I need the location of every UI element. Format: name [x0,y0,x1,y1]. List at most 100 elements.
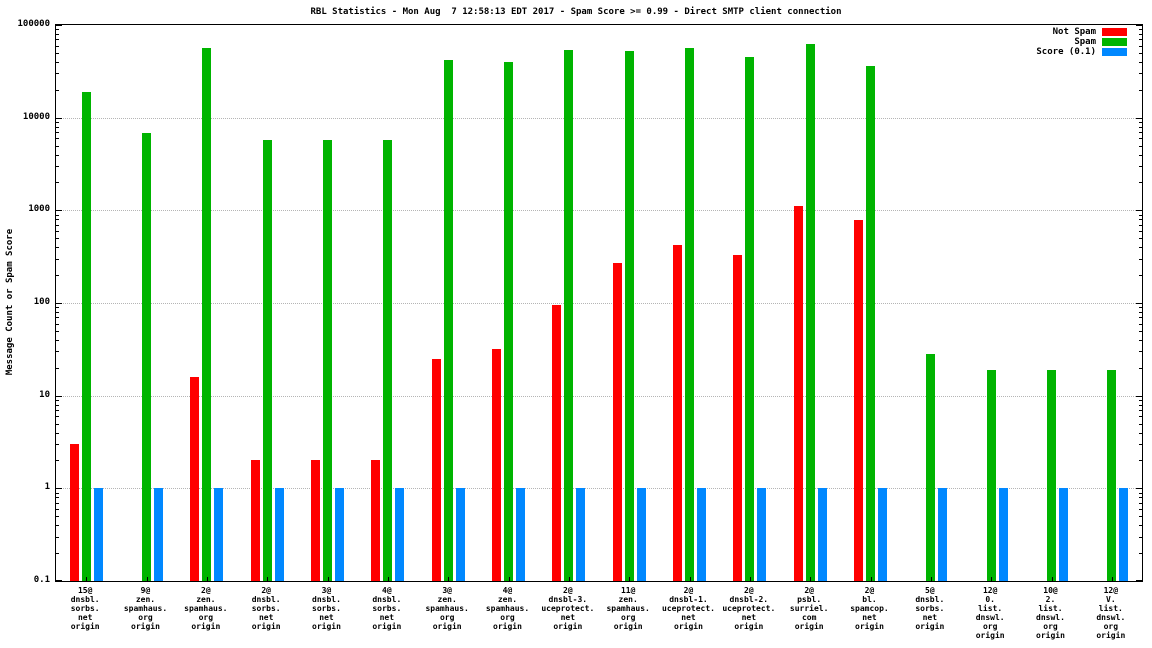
x-tick-label-line: dnswl. [1036,613,1065,622]
bar-score-0-1- [757,488,767,581]
bar-spam [866,66,875,581]
bar-not-spam [673,245,682,581]
x-tick [568,577,570,581]
y-tick-minor [56,182,59,184]
y-tick-minor [1139,307,1142,309]
y-tick-minor [1139,182,1142,184]
x-tick-label-line: sorbs. [372,604,402,613]
x-tick [448,577,450,581]
x-tick-label-line: net [77,613,93,622]
x-tick-label-line: origin [674,622,703,631]
x-tick-label-line: dnsbl-3. [548,595,588,604]
y-tick-minor [1139,29,1142,31]
x-tick-label-line: spamhaus. [485,604,530,613]
bar-spam [926,354,936,581]
y-tick-minor [56,553,59,555]
legend-item-spam: Spam [1036,37,1127,47]
y-tick-minor [1139,258,1142,260]
y-tick-minor [1139,33,1142,35]
bar-score-0-1- [878,488,887,581]
y-tick-major [56,488,62,490]
y-tick-minor [56,45,59,47]
x-tick-label-line: list. [1098,604,1123,613]
y-tick-minor [56,29,59,31]
y-tick-minor [56,258,59,260]
x-tick-label-line: surriel. [789,604,829,613]
x-tick-label: 10@ 2. list. dnswl. org origin [1020,586,1080,640]
y-tick-major [1136,303,1142,304]
y-tick-minor [1139,423,1142,425]
y-tick-major [1136,488,1142,490]
y-tick-major [56,25,62,26]
bar-not-spam [492,348,501,581]
y-tick-minor [1139,311,1142,313]
bar-spam [323,139,332,581]
bar-not-spam [612,263,622,581]
x-tick-label: 12@ V. list. dnswl. org origin [1081,586,1141,640]
bar-not-spam [69,444,79,581]
x-tick-label-line: origin [553,622,583,631]
y-tick-label: 1 [44,482,50,493]
x-tick-label: 2@ zen. spamhaus. org origin [176,586,236,631]
bar-score-0-1- [335,488,344,581]
y-tick-minor [1139,492,1142,494]
x-tick-label-line: spamhaus. [184,604,228,613]
x-tick-label-line: origin [975,631,1005,640]
x-tick-label-line: sorbs. [312,604,341,613]
y-tick-minor [1139,460,1142,462]
y-tick-minor [1139,553,1142,555]
y-tick-major [1136,580,1142,581]
y-tick-minor [56,138,59,140]
gridline [56,210,1142,212]
bar-not-spam [250,460,260,581]
y-tick-minor [1139,126,1142,128]
x-tick-label-line: org [1043,622,1058,631]
x-tick-label: 2@ dnsbl-1. uceprotect. net origin [658,586,718,631]
x-tick-label-line: sorbs. [251,604,281,613]
x-tick [327,577,329,581]
x-tick-label-line: com [801,613,817,622]
legend-swatch-not-spam [1102,27,1127,36]
y-tick-minor [1139,45,1142,47]
x-tick-label-line: net [379,613,395,622]
bar-spam [202,48,212,581]
y-tick-minor [1139,330,1142,332]
x-tick-label-line: origin [493,622,522,631]
x-tick [146,577,148,581]
y-tick-major [1136,395,1142,397]
x-tick [267,577,269,581]
y-tick-minor [56,317,59,319]
x-tick-label-line: zen. [437,595,457,604]
legend-item-not-spam: Not Spam [1036,27,1127,37]
y-tick-minor [1139,410,1142,412]
x-tick-label: 12@ 0. list. dnswl. org origin [960,586,1020,640]
x-tick-label-line: 2@ [744,586,754,595]
x-tick-label: 2@ dnsbl-2. uceprotect. net origin [719,586,779,631]
y-tick-minor [56,330,59,332]
bar-spam [443,59,453,581]
gridline [56,303,1142,304]
x-tick-label-line: spamhaus. [606,604,650,613]
x-tick-label: 3@ zen. spamhaus. org origin [417,586,477,631]
x-tick-label-line: origin [1096,631,1126,640]
x-tick-label-line: 2. [1045,595,1056,604]
legend-item-score: Score (0.1) [1036,47,1127,57]
bar-not-spam [190,376,200,581]
bar-spam [986,369,996,581]
bar-not-spam [733,254,743,581]
x-tick-label-line: dnswl. [975,613,1005,622]
x-tick-label: 2@ dnsbl-3. uceprotect. net origin [538,586,598,631]
y-tick-minor [56,224,59,226]
x-tick-label: 5@ dnsbl. sorbs. net origin [900,586,960,631]
bar-spam [81,91,91,581]
x-tick [206,577,208,581]
x-tick-label-line: net [258,613,274,622]
y-tick-minor [56,166,59,168]
x-tick-label-line: net [741,613,757,622]
legend-swatch-spam [1102,37,1127,46]
y-tick-minor [1139,317,1142,319]
y-tick-minor [56,460,59,462]
y-tick-major [56,117,62,119]
x-tick-label-line: 2@ [804,586,814,595]
y-tick-minor [56,323,59,325]
